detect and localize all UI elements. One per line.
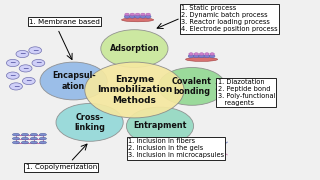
Circle shape [85,62,184,118]
Ellipse shape [30,141,37,144]
Circle shape [6,72,19,79]
Text: −: − [32,46,38,55]
Circle shape [188,55,194,58]
Text: −: − [35,58,42,68]
Text: −: − [10,58,16,68]
Text: −: − [26,76,32,86]
Circle shape [199,55,204,58]
Circle shape [158,68,226,105]
Ellipse shape [12,133,20,136]
Ellipse shape [30,133,37,136]
Circle shape [205,53,209,55]
Text: Adsorption: Adsorption [109,44,159,53]
Ellipse shape [12,141,20,144]
Circle shape [140,15,146,18]
Circle shape [141,13,145,16]
Circle shape [206,143,210,145]
Circle shape [187,143,191,145]
Text: −: − [10,71,16,80]
Circle shape [29,47,42,54]
Text: 1. Copolymerization: 1. Copolymerization [26,164,97,170]
Circle shape [10,83,22,90]
Circle shape [101,30,168,68]
Ellipse shape [30,137,37,140]
Ellipse shape [21,137,28,140]
Circle shape [187,152,191,154]
Text: Entrapment: Entrapment [133,122,187,130]
Circle shape [210,53,214,55]
Ellipse shape [39,133,46,136]
Circle shape [196,143,200,145]
Text: −: − [22,64,29,73]
Circle shape [19,65,32,72]
Ellipse shape [21,141,28,144]
Circle shape [206,147,210,150]
Circle shape [32,59,45,67]
Text: 1. Membrane based: 1. Membrane based [29,19,100,25]
Text: Cross-
linking: Cross- linking [74,113,105,132]
Circle shape [135,15,140,18]
Circle shape [135,13,140,16]
Circle shape [126,107,194,145]
Circle shape [6,59,19,67]
Circle shape [146,13,150,16]
Circle shape [130,13,135,16]
Text: 1. Static process
2. Dynamic batch process
3. Reactor loading process
4. Electro: 1. Static process 2. Dynamic batch proce… [181,5,277,32]
Ellipse shape [21,133,28,136]
Circle shape [187,147,191,150]
Circle shape [56,103,123,141]
Text: 1. Diazotation
2. Peptide bond
3. Poly-functional
   reagents: 1. Diazotation 2. Peptide bond 3. Poly-f… [218,79,275,106]
Circle shape [40,62,107,100]
Circle shape [145,15,151,18]
Circle shape [206,152,210,154]
Circle shape [209,55,215,58]
Circle shape [124,15,130,18]
Ellipse shape [12,137,20,140]
Circle shape [199,53,204,55]
Circle shape [129,15,135,18]
Circle shape [194,53,198,55]
Text: −: − [19,50,26,59]
Circle shape [16,50,29,58]
Text: Encapsul-
ation: Encapsul- ation [52,71,95,91]
Text: Enzyme
Immobilization
Methods: Enzyme Immobilization Methods [97,75,172,105]
Circle shape [189,53,193,55]
Circle shape [204,55,210,58]
Circle shape [196,152,200,154]
Text: 1. Inclusion in fibers
2. Inclusion in the gels
3. Inclusion in microcapsules: 1. Inclusion in fibers 2. Inclusion in t… [128,138,224,158]
Circle shape [125,13,129,16]
Text: Covalent
bonding: Covalent bonding [172,77,212,96]
Circle shape [196,147,200,150]
Ellipse shape [39,137,46,140]
Ellipse shape [39,141,46,144]
Circle shape [22,77,35,85]
Ellipse shape [122,18,154,22]
Ellipse shape [186,57,218,61]
Text: −: − [13,82,19,91]
Circle shape [193,55,199,58]
